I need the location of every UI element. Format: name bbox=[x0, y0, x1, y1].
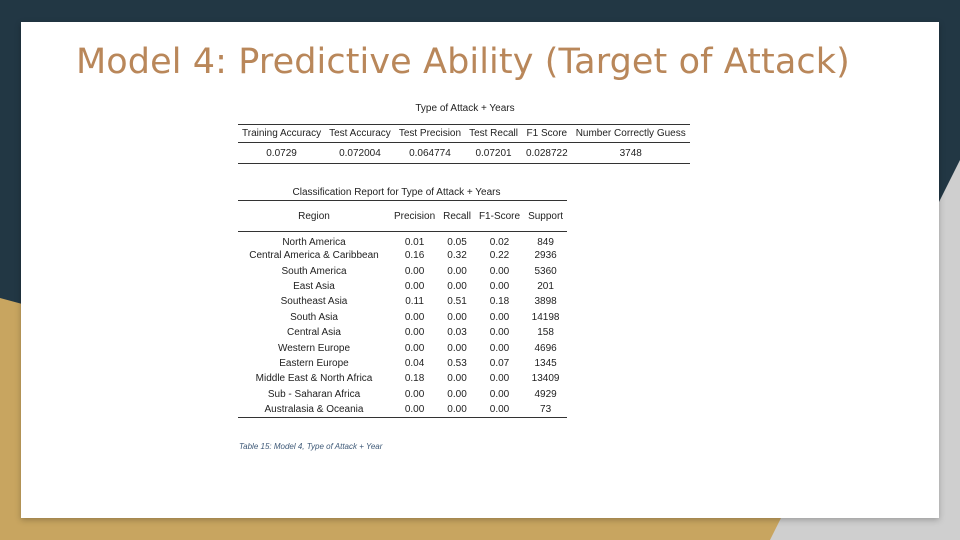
region-cell: South America bbox=[281, 265, 347, 277]
table-row: Australasia & Oceania 0.00 0.00 0.00 73 bbox=[238, 402, 568, 418]
support-cell: 1345 bbox=[534, 357, 557, 369]
region-cell: Central America & Caribbean bbox=[249, 250, 379, 262]
table-row: South Asia 0.00 0.00 0.00 14198 bbox=[238, 310, 567, 325]
recall-cell: 0.00 bbox=[447, 342, 467, 354]
table-row: South America 0.00 0.00 0.00 5360 bbox=[238, 263, 567, 278]
support-cell: 73 bbox=[540, 403, 552, 415]
support-cell: 849 bbox=[537, 237, 554, 248]
metrics-header-row: Training Accuracy Test Accuracy Test Pre… bbox=[238, 124, 690, 143]
table-footnote: Table 15: Model 4, Type of Attack + Year bbox=[239, 442, 383, 451]
support-cell: 158 bbox=[537, 327, 554, 339]
table-row: East Asia 0.00 0.00 0.00 201 bbox=[238, 279, 567, 294]
f1-cell: 0.22 bbox=[489, 250, 510, 262]
header-training-accuracy: Training Accuracy bbox=[242, 128, 322, 139]
slide-card bbox=[21, 22, 939, 518]
support-cell: 4929 bbox=[534, 388, 557, 400]
header-f1: F1-Score bbox=[478, 210, 521, 222]
f1-cell: 0.00 bbox=[489, 280, 510, 292]
precision-cell: 0.00 bbox=[404, 403, 425, 415]
region-cell: Middle East & North Africa bbox=[255, 373, 373, 385]
table-row: Southeast Asia 0.11 0.51 0.18 3898 bbox=[238, 294, 567, 309]
table-row: North America 0.01 0.05 0.02 849 bbox=[238, 232, 567, 248]
value-training-accuracy: 0.0729 bbox=[266, 147, 297, 159]
precision-cell: 0.00 bbox=[404, 311, 425, 323]
precision-cell: 0.01 bbox=[404, 237, 425, 248]
header-test-accuracy: Test Accuracy bbox=[329, 128, 391, 139]
support-cell: 5360 bbox=[534, 265, 557, 277]
recall-cell: 0.05 bbox=[447, 237, 467, 248]
table2-caption: Classification Report for Type of Attack… bbox=[292, 187, 501, 198]
value-test-precision: 0.064774 bbox=[409, 147, 451, 159]
precision-cell: 0.00 bbox=[404, 280, 425, 292]
precision-cell: 0.04 bbox=[404, 357, 425, 369]
slide-title: Model 4: Predictive Ability (Target of A… bbox=[76, 42, 850, 82]
precision-cell: 0.00 bbox=[404, 265, 425, 277]
f1-cell: 0.00 bbox=[489, 311, 510, 323]
region-cell: Australasia & Oceania bbox=[264, 403, 364, 415]
region-cell: Sub - Saharan Africa bbox=[267, 388, 361, 400]
precision-cell: 0.00 bbox=[404, 388, 425, 400]
precision-cell: 0.18 bbox=[404, 373, 425, 385]
precision-cell: 0.00 bbox=[404, 342, 425, 354]
f1-cell: 0.00 bbox=[489, 327, 510, 339]
value-number-correctly-guess: 3748 bbox=[619, 147, 642, 159]
classification-report-table: Region Precision Recall F1-Score Support… bbox=[238, 200, 568, 418]
support-cell: 14198 bbox=[531, 311, 560, 323]
region-cell: North America bbox=[282, 237, 346, 248]
region-cell: Central Asia bbox=[287, 327, 341, 339]
metrics-table: Training Accuracy Test Accuracy Test Pre… bbox=[238, 124, 690, 164]
f1-cell: 0.00 bbox=[489, 403, 510, 415]
recall-cell: 0.32 bbox=[447, 250, 467, 262]
recall-cell: 0.00 bbox=[447, 280, 467, 292]
table-row: Central America & Caribbean 0.16 0.32 0.… bbox=[238, 248, 567, 263]
header-f1-score: F1 Score bbox=[526, 128, 568, 139]
support-cell: 4696 bbox=[534, 342, 557, 354]
value-f1-score: 0.028722 bbox=[525, 147, 568, 159]
header-support: Support bbox=[528, 210, 564, 222]
region-cell: Western Europe bbox=[277, 342, 351, 354]
recall-cell: 0.03 bbox=[447, 327, 467, 339]
support-cell: 3898 bbox=[534, 296, 557, 308]
header-precision: Precision bbox=[394, 210, 436, 222]
region-cell: East Asia bbox=[293, 280, 335, 292]
value-test-recall: 0.07201 bbox=[475, 147, 512, 159]
f1-cell: 0.00 bbox=[489, 373, 510, 385]
recall-cell: 0.51 bbox=[447, 296, 467, 308]
f1-cell: 0.07 bbox=[489, 357, 510, 369]
precision-cell: 0.11 bbox=[405, 296, 424, 308]
header-test-precision: Test Precision bbox=[398, 128, 462, 139]
table-row: Middle East & North Africa 0.18 0.00 0.0… bbox=[238, 371, 567, 386]
recall-cell: 0.00 bbox=[447, 403, 467, 415]
region-cell: South Asia bbox=[290, 311, 338, 323]
header-number-correctly-guess: Number Correctly Guess bbox=[575, 128, 686, 139]
f1-cell: 0.02 bbox=[489, 237, 510, 248]
recall-cell: 0.00 bbox=[447, 373, 467, 385]
table-row: Sub - Saharan Africa 0.00 0.00 0.00 4929 bbox=[238, 387, 567, 402]
support-cell: 201 bbox=[537, 280, 554, 292]
region-cell: Southeast Asia bbox=[280, 296, 348, 308]
table-row: Central Asia 0.00 0.03 0.00 158 bbox=[238, 325, 567, 340]
f1-cell: 0.00 bbox=[489, 342, 510, 354]
support-cell: 13409 bbox=[531, 373, 560, 385]
precision-cell: 0.16 bbox=[404, 250, 425, 262]
recall-cell: 0.00 bbox=[447, 311, 467, 323]
support-cell: 2936 bbox=[534, 250, 557, 262]
recall-cell: 0.53 bbox=[447, 357, 467, 369]
table-row: Western Europe 0.00 0.00 0.00 4696 bbox=[238, 340, 567, 355]
region-cell: Eastern Europe bbox=[279, 357, 349, 369]
value-test-accuracy: 0.072004 bbox=[339, 147, 381, 159]
header-test-recall: Test Recall bbox=[469, 128, 518, 139]
table1-caption: Type of Attack + Years bbox=[415, 103, 515, 114]
precision-cell: 0.00 bbox=[404, 327, 425, 339]
metrics-value-row: 0.0729 0.072004 0.064774 0.07201 0.02872… bbox=[238, 143, 690, 164]
header-region: Region bbox=[298, 210, 330, 222]
report-header-row: Region Precision Recall F1-Score Support bbox=[238, 200, 568, 232]
f1-cell: 0.18 bbox=[489, 296, 510, 308]
recall-cell: 0.00 bbox=[447, 265, 467, 277]
recall-cell: 0.00 bbox=[447, 388, 467, 400]
f1-cell: 0.00 bbox=[489, 265, 510, 277]
f1-cell: 0.00 bbox=[489, 388, 510, 400]
table-row: Eastern Europe 0.04 0.53 0.07 1345 bbox=[238, 356, 567, 371]
header-recall: Recall bbox=[443, 210, 471, 222]
